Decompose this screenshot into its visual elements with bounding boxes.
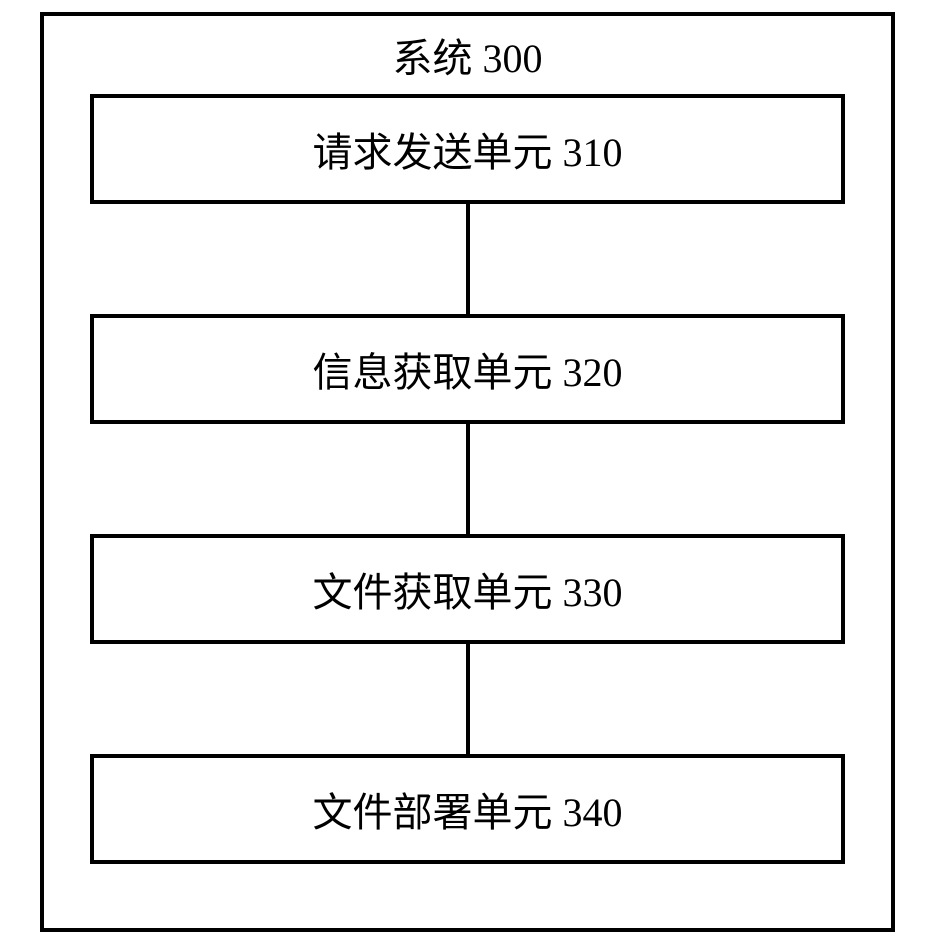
node-info-acquire-unit: 信息获取单元 320 <box>90 314 845 424</box>
node-label: 信息获取单元 320 <box>313 340 623 398</box>
connector-310-320 <box>466 204 470 314</box>
node-request-send-unit: 请求发送单元 310 <box>90 94 845 204</box>
node-file-acquire-unit: 文件获取单元 330 <box>90 534 845 644</box>
node-file-deploy-unit: 文件部署单元 340 <box>90 754 845 864</box>
node-label: 文件获取单元 330 <box>313 560 623 618</box>
node-label: 请求发送单元 310 <box>313 120 623 178</box>
connector-320-330 <box>466 424 470 534</box>
connector-330-340 <box>466 644 470 754</box>
system-title: 系统 300 <box>40 26 895 84</box>
diagram-canvas: 系统 300 请求发送单元 310 信息获取单元 320 文件获取单元 330 … <box>0 0 934 947</box>
node-label: 文件部署单元 340 <box>313 780 623 838</box>
